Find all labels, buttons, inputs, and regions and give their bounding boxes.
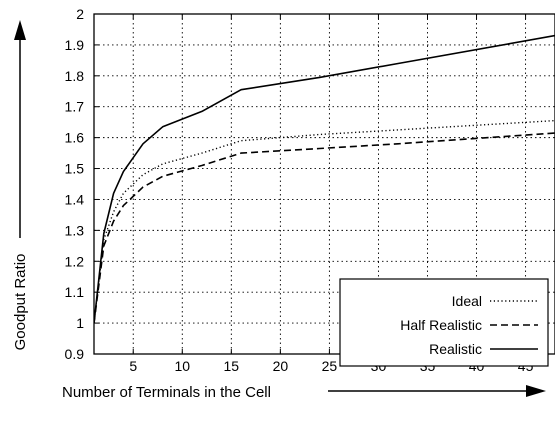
x-tick-label: 25: [322, 358, 338, 374]
y-tick-label: 1.1: [65, 284, 85, 300]
series-line-realistic: [94, 34, 555, 324]
legend-label: Half Realistic: [400, 317, 482, 333]
y-tick-label: 1.4: [65, 191, 85, 207]
y-tick-label: 1.7: [65, 99, 85, 115]
y-tick-label: 1: [76, 315, 84, 331]
x-tick-label: 15: [224, 358, 240, 374]
legend: Ideal Half Realistic Realistic: [339, 278, 549, 367]
series-lines: [94, 34, 555, 324]
y-axis-arrow: [14, 20, 26, 238]
y-tick-label: 1.6: [65, 130, 85, 146]
x-tick-label: 20: [273, 358, 289, 374]
x-tick-label: 5: [129, 358, 137, 374]
series-line-ideal: [94, 119, 555, 324]
y-tick-label: 1.2: [65, 253, 85, 269]
y-axis-label: Goodput Ratio: [12, 254, 29, 351]
y-tick-label: 0.9: [65, 346, 85, 362]
legend-label: Realistic: [429, 341, 482, 357]
x-axis-label: Number of Terminals in the Cell: [62, 384, 271, 401]
y-tick-label: 1.8: [65, 68, 85, 84]
y-tick-label: 1.5: [65, 161, 85, 177]
x-axis-arrow: [328, 385, 546, 397]
legend-label: Ideal: [452, 293, 482, 309]
x-tick-label: 10: [174, 358, 190, 374]
series-line-half-realistic: [94, 132, 555, 324]
legend-box: [339, 278, 549, 367]
y-tick-label: 1.9: [65, 37, 85, 53]
plot-frame: [93, 13, 555, 355]
y-tick-label: 2: [76, 6, 84, 22]
y-tick-label: 1.3: [65, 222, 85, 238]
